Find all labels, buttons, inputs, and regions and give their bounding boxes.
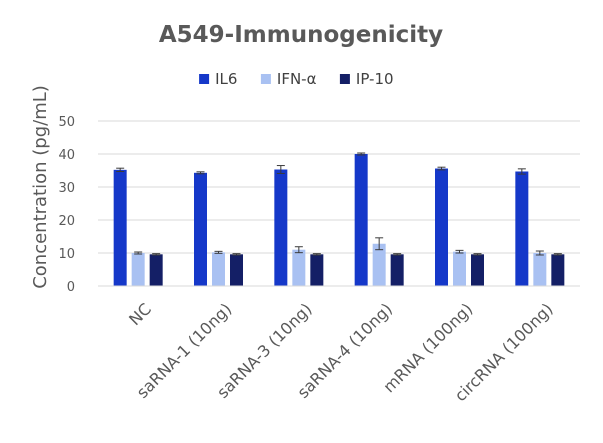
y-axis-label: Concentration (pg/mL) (30, 85, 51, 289)
error-bars (116, 152, 562, 256)
legend-label: IL6 (215, 70, 237, 88)
y-tick-label: 20 (58, 214, 75, 229)
y-tick-label: 50 (58, 115, 75, 130)
bar (435, 168, 448, 286)
y-tick-label: 40 (58, 148, 75, 163)
bar (310, 254, 324, 286)
bar (212, 252, 225, 286)
y-axis-ticks: 0 10 20 30 40 50 (58, 115, 75, 295)
legend-swatch (199, 74, 210, 84)
bar (274, 169, 288, 286)
y-tick-label: 30 (58, 181, 75, 196)
bar (551, 254, 565, 286)
y-tick-label: 10 (58, 247, 75, 262)
legend-label: IP-10 (356, 70, 394, 88)
bar (230, 254, 243, 286)
legend: IL6 IFN-α IP-10 (199, 70, 394, 88)
bar (533, 253, 547, 286)
bar (515, 171, 529, 286)
y-tick-label: 0 (67, 280, 75, 295)
x-category-label: NC (125, 299, 155, 329)
bar (149, 254, 163, 286)
bar (194, 172, 207, 286)
legend-swatch (339, 74, 350, 84)
bar (131, 253, 145, 286)
bar (471, 254, 484, 286)
bar (113, 169, 127, 286)
bar (292, 249, 306, 286)
gridlines (98, 120, 580, 254)
bar (453, 251, 466, 286)
bar (354, 154, 368, 286)
legend-swatch (260, 74, 271, 84)
legend-label: IFN-α (277, 70, 317, 88)
chart-title: A549-Immunogenicity (159, 22, 443, 48)
bars (113, 154, 565, 286)
bar (390, 254, 404, 286)
bar (372, 243, 386, 286)
